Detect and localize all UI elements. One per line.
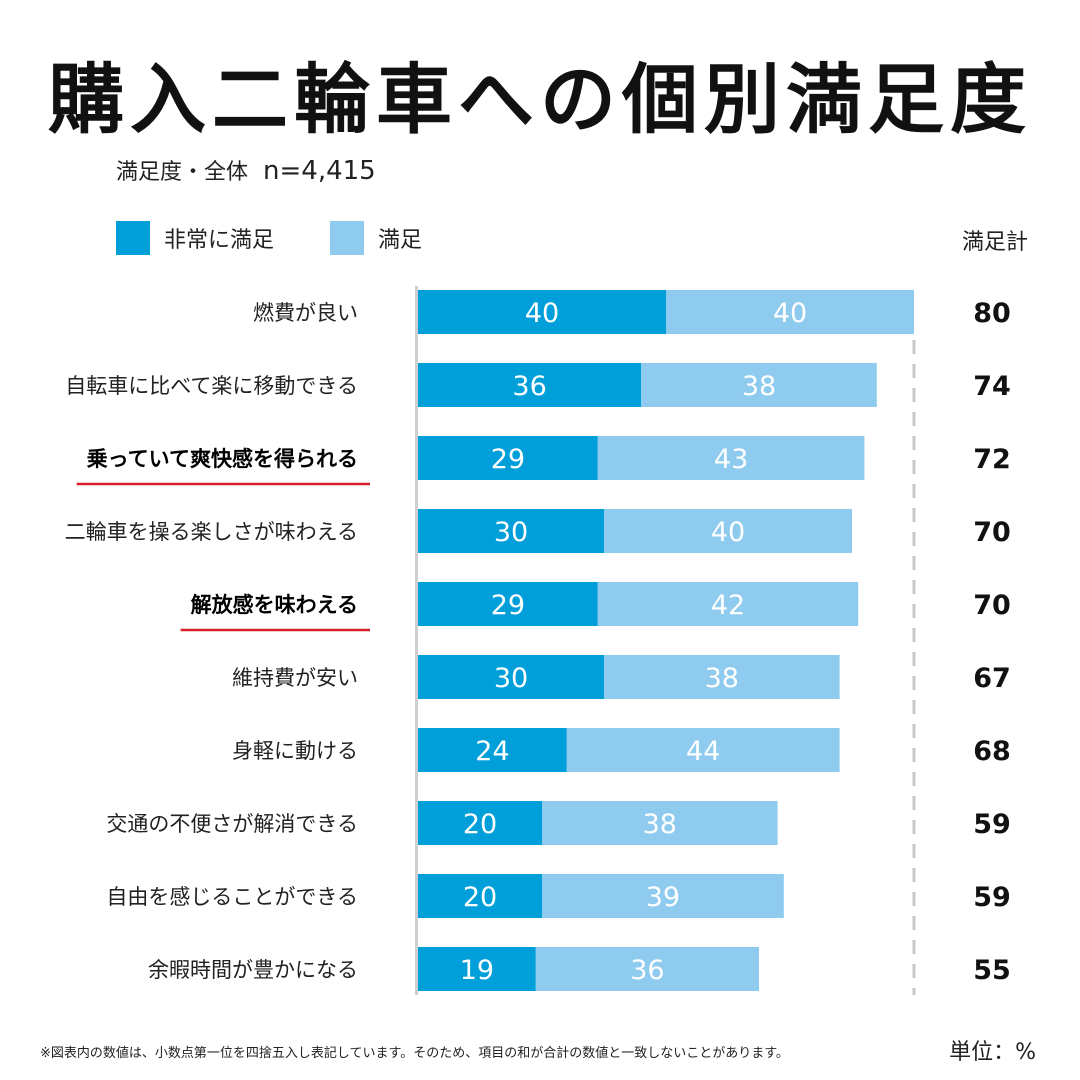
data-label-very-satisfied: 40 <box>525 298 559 329</box>
data-label-satisfied: 36 <box>630 955 664 986</box>
data-label-very-satisfied: 24 <box>475 736 509 767</box>
bar-satisfied <box>597 582 859 626</box>
data-label-very-satisfied: 30 <box>494 663 528 694</box>
data-label-satisfied: 38 <box>742 371 776 402</box>
data-label-very-satisfied: 20 <box>463 882 497 913</box>
total-value: 74 <box>973 371 1011 402</box>
data-label-very-satisfied: 20 <box>463 809 497 840</box>
category-label: 身軽に動ける <box>232 739 358 763</box>
data-label-satisfied: 40 <box>773 298 807 329</box>
category-label: 自転車に比べて楽に移動できる <box>65 374 358 398</box>
bar-very-satisfied <box>418 582 598 626</box>
legend-item-very-satisfied: 非常に満足 <box>116 220 274 256</box>
bar-satisfied <box>666 290 914 334</box>
data-label-satisfied: 40 <box>711 517 745 548</box>
bar-very-satisfied <box>418 655 604 699</box>
legend-swatch-satisfied <box>330 221 364 255</box>
total-value: 59 <box>973 882 1011 913</box>
data-label-very-satisfied: 29 <box>491 444 525 475</box>
data-label-satisfied: 38 <box>705 663 739 694</box>
total-value: 70 <box>973 517 1011 548</box>
bar-very-satisfied <box>418 801 542 845</box>
bar-satisfied <box>566 728 840 772</box>
footnote: ※図表内の数値は、小数点第一位を四捨五入し表記しています。そのため、項目の和が合… <box>40 1046 789 1061</box>
data-label-very-satisfied: 29 <box>491 590 525 621</box>
bar-satisfied <box>542 874 784 918</box>
data-label-very-satisfied: 19 <box>460 955 494 986</box>
unit-label: 単位：% <box>949 1040 1036 1065</box>
bar-satisfied <box>597 436 865 480</box>
category-label: 維持費が安い <box>232 666 358 690</box>
category-label: 余暇時間が豊かになる <box>148 958 358 982</box>
total-value: 70 <box>973 590 1011 621</box>
data-label-very-satisfied: 36 <box>512 371 546 402</box>
legend-swatch-very-satisfied <box>116 221 150 255</box>
data-label-satisfied: 42 <box>711 590 745 621</box>
total-value: 67 <box>973 663 1011 694</box>
total-value: 55 <box>973 955 1011 986</box>
bar-very-satisfied <box>418 947 536 991</box>
chart-title: 購入二輪車への個別満足度 <box>48 55 1032 144</box>
bar-very-satisfied <box>418 874 542 918</box>
bar-satisfied <box>604 655 840 699</box>
bar-satisfied <box>542 801 778 845</box>
subtitle-label: 満足度・全体 <box>116 160 249 185</box>
data-label-satisfied: 39 <box>646 882 680 913</box>
total-value: 68 <box>973 736 1011 767</box>
bar-satisfied <box>604 509 852 553</box>
bar-very-satisfied <box>418 290 666 334</box>
data-label-satisfied: 44 <box>686 736 720 767</box>
bar-very-satisfied <box>418 509 604 553</box>
category-label: 二輪車を操る楽しさが味わえる <box>65 520 358 544</box>
bar-very-satisfied <box>418 436 598 480</box>
sample-size: n=4,415 <box>263 156 376 186</box>
category-label: 解放感を味わえる <box>191 593 358 617</box>
legend-label-very-satisfied: 非常に満足 <box>164 228 275 253</box>
bar-very-satisfied <box>418 728 567 772</box>
category-label: 乗っていて爽快感を得られる <box>87 447 358 471</box>
total-value: 59 <box>973 809 1011 840</box>
bar-satisfied <box>535 947 759 991</box>
total-value: 72 <box>973 444 1011 475</box>
total-value: 80 <box>973 298 1011 329</box>
data-label-satisfied: 43 <box>714 444 748 475</box>
legend-item-satisfied: 満足 <box>330 220 422 256</box>
data-label-very-satisfied: 30 <box>494 517 528 548</box>
total-column-header: 満足計 <box>961 230 1028 255</box>
category-label: 自由を感じることができる <box>106 885 358 909</box>
data-label-satisfied: 38 <box>643 809 677 840</box>
category-label: 交通の不便さが解消できる <box>106 812 358 836</box>
bar-very-satisfied <box>418 363 642 407</box>
category-label: 燃費が良い <box>253 301 358 325</box>
bar-satisfied <box>641 363 877 407</box>
legend-label-satisfied: 満足 <box>378 228 423 253</box>
chart-subtitle: 満足度・全体 n=4,415 <box>116 154 376 186</box>
